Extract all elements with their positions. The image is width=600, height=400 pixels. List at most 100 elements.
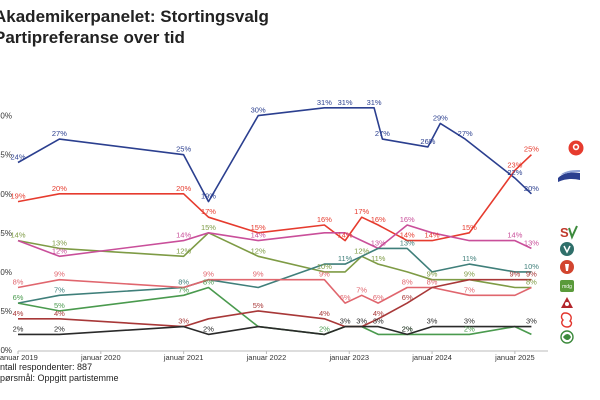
data-label: 16% [371,215,386,224]
data-label: 8% [13,278,24,287]
hoyre-swoosh-icon [558,170,580,182]
y-tick-label: 20% [0,190,12,199]
data-label: 3% [178,317,189,326]
data-label: 7% [178,285,189,294]
data-label: 9% [464,270,475,279]
frp-logo-icon [560,260,574,274]
data-label: 11% [462,254,477,263]
data-label: 24% [10,153,25,162]
data-label: 23% [507,160,522,169]
data-label: 3% [464,317,475,326]
series-line [17,232,532,289]
y-tick-label: 25% [0,151,12,160]
data-label: 25% [524,145,539,154]
y-tick-label: 0% [0,346,12,355]
series-line [17,154,532,242]
series-lines [17,107,532,336]
data-label: 15% [251,223,266,232]
series-line [18,278,532,328]
data-label: 14% [176,231,191,240]
series-line [17,278,532,304]
data-label: 3% [373,317,384,326]
data-label: 7% [464,285,475,294]
rodt-logo-icon [561,297,573,308]
data-label: 14% [338,231,353,240]
data-label: 20% [176,184,191,193]
data-label: 12% [354,246,369,255]
data-label: 14% [425,231,440,240]
data-label: 3% [526,317,537,326]
data-label: 3% [356,317,367,326]
y-tick-label: 5% [0,307,12,316]
data-label: 19% [10,192,25,201]
data-label: 30% [251,106,266,115]
data-label: 6% [340,293,351,302]
data-label: 2% [13,324,24,333]
mdg-logo-icon: mdg [560,280,574,292]
svg-text:mdg: mdg [562,284,572,290]
data-label: 31% [317,98,332,107]
data-label: 8% [178,278,189,287]
data-label: 8% [526,278,537,287]
data-label: 17% [354,207,369,216]
sv-logo-icon: S [560,225,578,240]
data-labels: 24%27%25%19%30%31% 31% 31%27%26%29%27%22%2… [10,98,539,334]
data-label: 14% [10,231,25,240]
data-label: 26% [420,137,435,146]
data-label: 20% [524,184,539,193]
data-label: 16% [317,215,332,224]
data-label: 9% [253,270,264,279]
data-label: 4% [373,309,384,318]
data-label: 20% [52,184,67,193]
data-label: 3% [427,317,438,326]
data-label: 9% [427,270,438,279]
x-tick-label: januar 2024 [411,353,452,362]
data-label: 11% [371,254,386,263]
data-label: 13% [524,238,539,247]
chart-title-block: Akademikerpanelet: Stortingsvalg Partipr… [0,6,269,48]
x-tick-label: januar 2021 [163,353,204,362]
data-label: 2% [402,324,413,333]
data-label: 6% [402,293,413,302]
data-label: 9% [319,270,330,279]
y-tick-label: 30% [0,112,12,121]
data-label: 10% [317,262,332,271]
svg-text:S: S [560,225,569,240]
x-tick-label: januar 2019 [0,353,38,362]
data-label: 29% [433,113,448,122]
data-label: 31% [338,98,353,107]
y-tick-label: 10% [0,268,12,277]
x-tick-label: januar 2025 [494,353,535,362]
y-axis: 0% 5% 10% 15% 20% 25% 30% [0,112,12,355]
x-tick-label: januar 2022 [246,353,287,362]
data-label: 15% [462,223,477,232]
data-label: 9% [509,270,520,279]
data-label: 13% [52,238,67,247]
party-legend: S mdg [558,140,584,344]
x-tick-label: januar 2020 [80,353,121,362]
data-label: 6% [13,293,24,302]
data-label: 13% [371,238,386,247]
data-label: 4% [319,309,330,318]
chart-title: Akademikerpanelet: Stortingsvalg [0,7,269,26]
sp-logo-icon [560,330,574,344]
x-tick-label: januar 2023 [328,353,369,362]
data-label: 7% [54,285,65,294]
data-label: 27% [52,129,67,138]
data-label: 5% [54,301,65,310]
data-label: 7% [356,285,367,294]
data-label: 12% [251,246,266,255]
data-label: 27% [375,129,390,138]
data-label: 14% [400,231,415,240]
data-label: 14% [507,231,522,240]
series-line [17,107,532,203]
data-label: 2% [402,324,413,333]
data-label: 4% [54,309,65,318]
data-label: 25% [176,145,191,154]
y-tick-label: 15% [0,229,12,238]
data-label: 9% [54,270,65,279]
data-label: 16% [400,215,415,224]
data-label: 6% [373,293,384,302]
x-axis: januar 2019 januar 2020 januar 2021 januar … [0,350,548,362]
